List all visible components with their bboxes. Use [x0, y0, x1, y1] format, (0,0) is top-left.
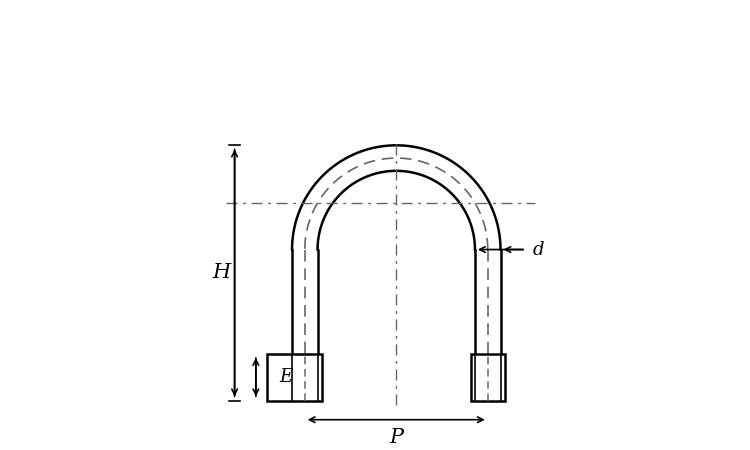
Text: d: d: [532, 241, 544, 259]
Text: P: P: [389, 428, 404, 447]
Bar: [471, 354, 505, 400]
Text: H: H: [211, 263, 230, 283]
Text: E: E: [279, 368, 292, 386]
Bar: [266, 354, 322, 400]
